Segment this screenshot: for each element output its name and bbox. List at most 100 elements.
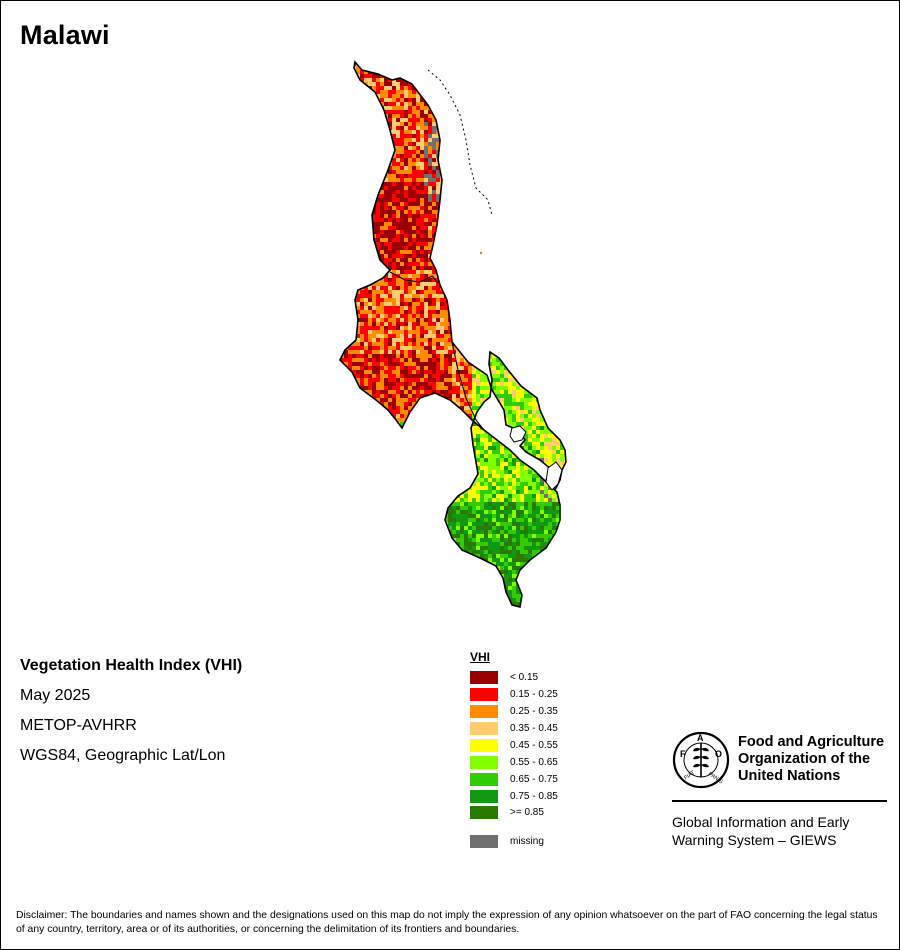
vhi-pixel (508, 122, 512, 126)
vhi-pixel (540, 302, 544, 306)
vhi-pixel (472, 78, 476, 82)
vhi-pixel (372, 222, 376, 226)
vhi-pixel (380, 326, 384, 330)
vhi-pixel (568, 126, 572, 130)
vhi-pixel (540, 174, 544, 178)
vhi-pixel (536, 122, 540, 126)
vhi-pixel (540, 126, 544, 130)
vhi-pixel (360, 330, 364, 334)
vhi-pixel (408, 230, 412, 234)
vhi-pixel (516, 314, 520, 318)
vhi-pixel (456, 90, 460, 94)
vhi-pixel (396, 270, 400, 274)
vhi-pixel (464, 62, 468, 66)
vhi-pixel (444, 342, 448, 346)
vhi-pixel (552, 102, 556, 106)
vhi-pixel (512, 218, 516, 222)
vhi-pixel (472, 226, 476, 230)
vhi-pixel (400, 86, 404, 90)
vhi-pixel (356, 366, 360, 370)
vhi-pixel (540, 378, 544, 382)
vhi-pixel (412, 190, 416, 194)
vhi-pixel (500, 90, 504, 94)
vhi-pixel (360, 130, 364, 134)
vhi-pixel (404, 190, 408, 194)
vhi-pixel (372, 326, 376, 330)
vhi-pixel (464, 74, 468, 78)
vhi-pixel (556, 270, 560, 274)
vhi-pixel (496, 298, 500, 302)
vhi-pixel (536, 378, 540, 382)
vhi-pixel (504, 254, 508, 258)
vhi-pixel (424, 246, 428, 250)
vhi-pixel (376, 114, 380, 118)
vhi-pixel (380, 158, 384, 162)
vhi-pixel (512, 238, 516, 242)
vhi-pixel (568, 82, 572, 86)
vhi-pixel (412, 94, 416, 98)
vhi-pixel (408, 374, 412, 378)
vhi-pixel (540, 334, 544, 338)
vhi-pixel (492, 338, 496, 342)
vhi-pixel (352, 362, 356, 366)
vhi-pixel (420, 306, 424, 310)
vhi-pixel (428, 286, 432, 290)
vhi-pixel (552, 326, 556, 330)
vhi-pixel (472, 166, 476, 170)
vhi-pixel (476, 314, 480, 318)
vhi-pixel (560, 126, 564, 130)
vhi-pixel (516, 334, 520, 338)
vhi-pixel (356, 222, 360, 226)
vhi-pixel (520, 342, 524, 346)
vhi-pixel (364, 138, 368, 142)
vhi-pixel (444, 62, 448, 66)
vhi-pixel (388, 226, 392, 230)
vhi-pixel (436, 238, 440, 242)
vhi-pixel (528, 174, 532, 178)
vhi-pixel (428, 138, 432, 142)
vhi-pixel (428, 134, 432, 138)
vhi-pixel (336, 90, 340, 94)
vhi-pixel (552, 94, 556, 98)
vhi-pixel (440, 226, 444, 230)
vhi-pixel (404, 346, 408, 350)
vhi-pixel (332, 206, 336, 210)
vhi-pixel (348, 282, 352, 286)
vhi-pixel (448, 298, 452, 302)
vhi-pixel (568, 258, 572, 262)
vhi-pixel (532, 226, 536, 230)
vhi-pixel (524, 150, 528, 154)
vhi-pixel (360, 90, 364, 94)
vhi-pixel (404, 262, 408, 266)
vhi-pixel (348, 166, 352, 170)
vhi-pixel (368, 98, 372, 102)
vhi-pixel (504, 126, 508, 130)
vhi-pixel (500, 122, 504, 126)
vhi-pixel (488, 282, 492, 286)
vhi-pixel (464, 102, 468, 106)
vhi-pixel (568, 382, 572, 386)
vhi-pixel (356, 94, 360, 98)
vhi-pixel (540, 386, 544, 390)
vhi-pixel (552, 234, 556, 238)
vhi-pixel (512, 214, 516, 218)
vhi-pixel (568, 362, 572, 366)
vhi-pixel (568, 334, 572, 338)
vhi-pixel (360, 202, 364, 206)
vhi-pixel (428, 366, 432, 370)
vhi-pixel (348, 354, 352, 358)
vhi-pixel (368, 134, 372, 138)
vhi-pixel (468, 194, 472, 198)
vhi-pixel (348, 146, 352, 150)
vhi-pixel (512, 174, 516, 178)
vhi-pixel (508, 234, 512, 238)
vhi-pixel (548, 278, 552, 282)
vhi-pixel (544, 254, 548, 258)
vhi-pixel (332, 118, 336, 122)
vhi-pixel (336, 222, 340, 226)
vhi-pixel (512, 270, 516, 274)
vhi-pixel (440, 206, 444, 210)
vhi-pixel (416, 286, 420, 290)
vhi-pixel (440, 86, 444, 90)
vhi-pixel (412, 138, 416, 142)
